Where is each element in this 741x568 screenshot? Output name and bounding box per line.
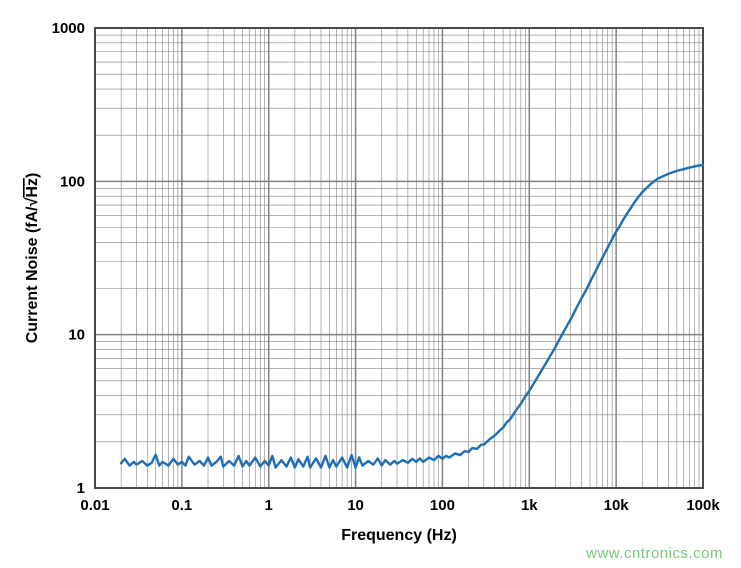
x-tick-label: 0.01 (80, 497, 109, 514)
x-axis-label: Frequency (Hz) (341, 527, 457, 544)
x-tick-label: 100k (686, 497, 720, 514)
chart-container: 0.01 0.1 1 10 100 1k 10k 100k 1 10 100 1000 Frequenc… (0, 0, 741, 568)
y-tick-label: 100 (60, 173, 85, 190)
y-tick-label: 1000 (52, 20, 85, 37)
x-tick-label: 10 (347, 497, 364, 514)
x-tick-label: 100 (430, 497, 455, 514)
x-tick-label: 10k (604, 497, 630, 514)
watermark-text: www.cntronics.com (586, 545, 723, 562)
x-tick-label: 1k (521, 497, 538, 514)
x-tick-label: 0.1 (171, 497, 192, 514)
y-tick-label: 10 (68, 327, 85, 344)
y-axis-label: Current Noise (fA/√Hz) (24, 173, 41, 344)
y-tick-label: 1 (77, 480, 85, 497)
x-tick-label: 1 (265, 497, 273, 514)
noise-chart: 0.01 0.1 1 10 100 1k 10k 100k 1 10 100 1000 Frequenc… (0, 0, 741, 568)
